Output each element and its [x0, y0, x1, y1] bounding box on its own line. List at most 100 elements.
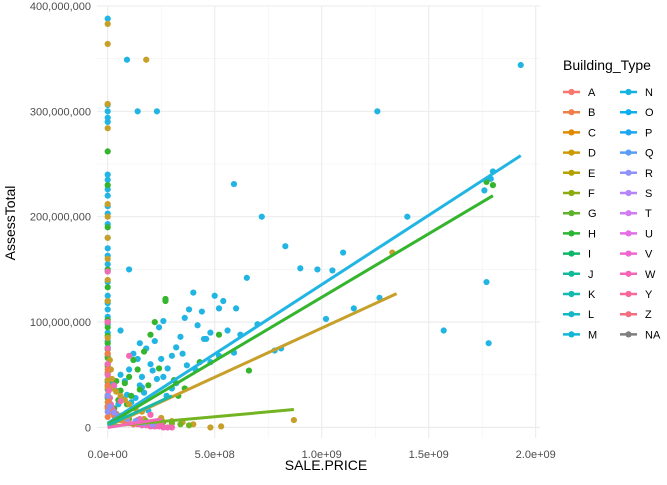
legend-key-point	[625, 250, 632, 257]
data-point-d	[104, 100, 111, 108]
legend-item-t: T	[620, 208, 652, 220]
data-point-o	[104, 118, 111, 126]
legend-label: P	[645, 127, 652, 139]
legend-label: Q	[645, 148, 654, 160]
data-point-o	[164, 365, 171, 372]
data-point-b	[104, 413, 111, 421]
data-point-h	[140, 348, 148, 355]
y-tick-label: 400,000,000	[30, 1, 91, 13]
data-point-o	[181, 314, 188, 321]
legend-item-s: S	[620, 188, 652, 200]
legend-item-k: K	[563, 289, 596, 301]
legend-key-point	[568, 109, 575, 116]
data-point-o	[350, 305, 357, 312]
data-point-o	[179, 350, 186, 357]
data-point-b	[104, 350, 111, 357]
legend-item-q: Q	[620, 148, 654, 160]
data-point-h	[151, 318, 158, 326]
x-tick-label: 5.0e+08	[195, 449, 235, 461]
data-point-o	[340, 249, 347, 256]
x-tick-label: 0.0e+00	[88, 449, 128, 461]
legend-label: K	[588, 289, 596, 301]
data-point-o	[173, 344, 180, 351]
data-point-d	[104, 200, 111, 208]
legend-item-na: NA	[620, 329, 661, 341]
legend-key-point	[625, 331, 632, 338]
data-point-o	[160, 373, 167, 380]
legend-key-point	[625, 210, 632, 217]
legend-label: T	[645, 208, 652, 220]
data-point-w	[126, 352, 133, 359]
data-point-r	[111, 409, 118, 416]
legend-label: Y	[645, 289, 653, 301]
data-point-r	[104, 392, 111, 399]
legend-key-point	[568, 230, 575, 237]
legend-key-point	[568, 149, 575, 156]
legend-item-o: O	[620, 107, 654, 119]
regression-line-h	[106, 194, 494, 426]
y-tick-label: 100,000,000	[30, 317, 91, 329]
legend-item-y: Y	[620, 289, 653, 301]
data-point-h	[245, 367, 253, 374]
legend-label: R	[645, 168, 653, 180]
data-point-o	[147, 361, 154, 368]
legend-label: G	[588, 208, 597, 220]
x-tick-label: 1.0e+09	[302, 449, 342, 461]
legend-label: W	[645, 269, 656, 281]
y-tick-label: 300,000,000	[30, 106, 91, 118]
legend-key-point	[625, 169, 632, 176]
legend-item-j: J	[563, 269, 594, 281]
data-point-b	[105, 398, 112, 405]
data-point-d	[104, 20, 111, 28]
data-point-d	[290, 416, 297, 424]
data-point-d	[108, 375, 116, 383]
data-point-o	[517, 61, 524, 69]
data-point-h	[147, 331, 154, 338]
data-point-g	[185, 422, 193, 429]
data-point-o	[151, 337, 158, 345]
data-point-h	[155, 365, 163, 372]
data-point-o	[158, 355, 165, 363]
legend-key-point	[625, 129, 632, 136]
legend-item-m: M	[563, 329, 597, 341]
data-point-o	[153, 108, 161, 115]
legend-key-point	[625, 230, 632, 237]
legend-label: B	[588, 107, 595, 119]
legend-label: V	[645, 249, 653, 261]
data-point-d	[218, 423, 225, 430]
data-point-h	[126, 373, 133, 380]
data-point-h	[130, 356, 137, 364]
data-point-h	[104, 340, 111, 347]
data-point-d	[104, 297, 111, 305]
data-point-o	[230, 180, 238, 188]
regression-line-o	[106, 154, 522, 425]
legend-key-point	[625, 270, 632, 277]
data-point-o	[177, 333, 184, 340]
legend-key-point	[568, 169, 575, 176]
data-point-o	[136, 340, 143, 347]
legend-label: C	[588, 127, 596, 139]
data-point-h	[128, 392, 135, 399]
data-point-o	[138, 373, 146, 380]
data-point-o	[207, 329, 214, 336]
data-point-h	[136, 386, 143, 393]
data-point-d	[104, 213, 111, 220]
y-axis-label: AssessTotal	[2, 186, 18, 261]
data-point-o	[194, 322, 201, 329]
data-point-o	[211, 292, 218, 299]
legend-label: NA	[645, 329, 661, 341]
legend-item-g: G	[563, 208, 597, 220]
legend-item-l: L	[563, 309, 594, 321]
data-point-d	[104, 334, 111, 342]
data-point-o	[140, 389, 148, 396]
data-point-o	[215, 305, 223, 312]
legend-item-p: P	[620, 127, 652, 139]
data-point-d	[104, 40, 111, 48]
data-point-o	[123, 56, 131, 63]
data-point-r	[106, 403, 113, 410]
data-point-o	[258, 213, 265, 220]
data-point-w	[104, 268, 111, 275]
data-point-w	[160, 424, 167, 431]
data-point-o	[374, 108, 381, 115]
